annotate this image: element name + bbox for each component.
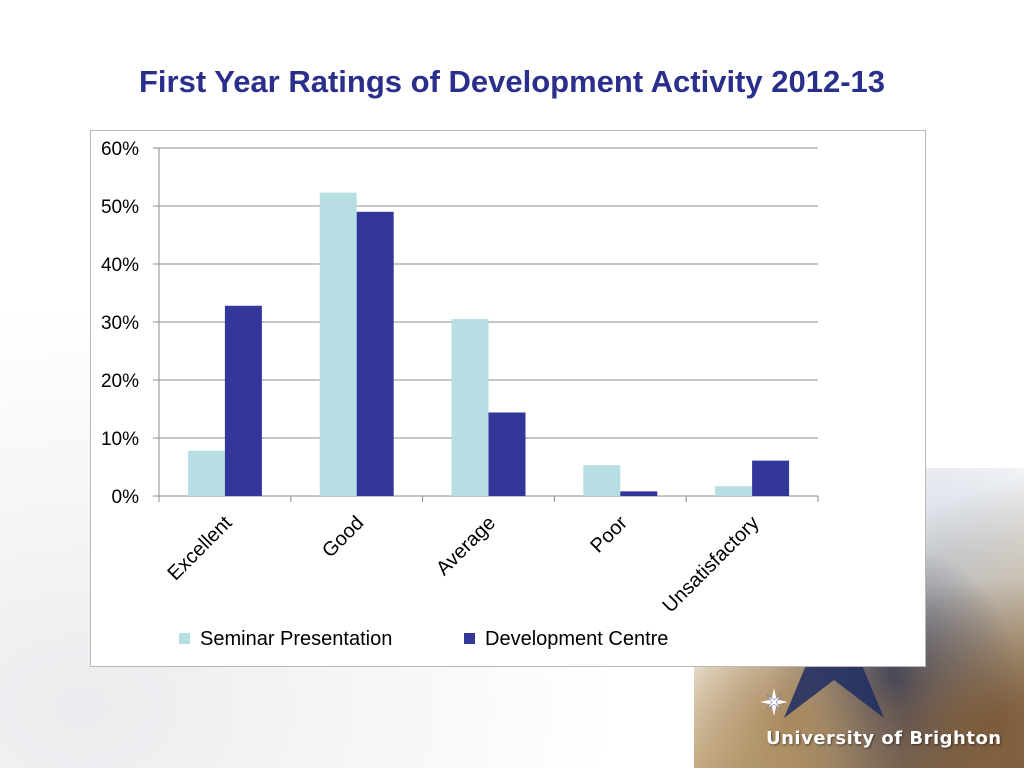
y-tick-label: 10% — [101, 429, 139, 450]
compass-star-icon — [760, 688, 788, 716]
bar-average-development-centre — [488, 412, 526, 496]
y-tick-label: 50% — [101, 197, 139, 218]
bar-excellent-development-centre — [224, 305, 262, 496]
logo-text: University of Brighton — [766, 728, 1002, 749]
bar-poor-seminar-presentation — [583, 465, 621, 496]
chart-frame: 0% 10% 20% 30% 40% 50% 60% Excellent Good Average… — [90, 130, 926, 667]
legend-swatch — [464, 633, 475, 644]
x-category-label: Average — [432, 512, 500, 580]
y-tick-label: 0% — [112, 487, 140, 508]
y-tick-label: 30% — [101, 313, 139, 334]
legend-swatch — [179, 633, 190, 644]
y-tick-label: 40% — [101, 255, 139, 276]
legend-label: Development Centre — [485, 628, 668, 650]
bar-unsatisfactory-development-centre — [752, 460, 790, 496]
x-category-label: Excellent — [163, 512, 236, 585]
bar-good-seminar-presentation — [319, 192, 357, 496]
x-category-label: Poor — [586, 512, 632, 558]
bar-excellent-seminar-presentation — [187, 450, 225, 496]
y-tick-label: 60% — [101, 139, 139, 160]
bar-poor-development-centre — [620, 491, 658, 496]
bar-chart: 0% 10% 20% 30% 40% 50% 60% Excellent Good Average… — [101, 139, 819, 650]
bar-unsatisfactory-seminar-presentation — [715, 486, 753, 496]
x-category-label: Unsatisfactory — [658, 512, 763, 617]
bar-good-development-centre — [356, 211, 394, 497]
y-tick-label: 20% — [101, 371, 139, 392]
bar-average-seminar-presentation — [451, 319, 489, 496]
page-title: First Year Ratings of Development Activi… — [139, 64, 885, 99]
legend-label: Seminar Presentation — [200, 628, 392, 650]
x-category-label: Good — [318, 512, 368, 562]
